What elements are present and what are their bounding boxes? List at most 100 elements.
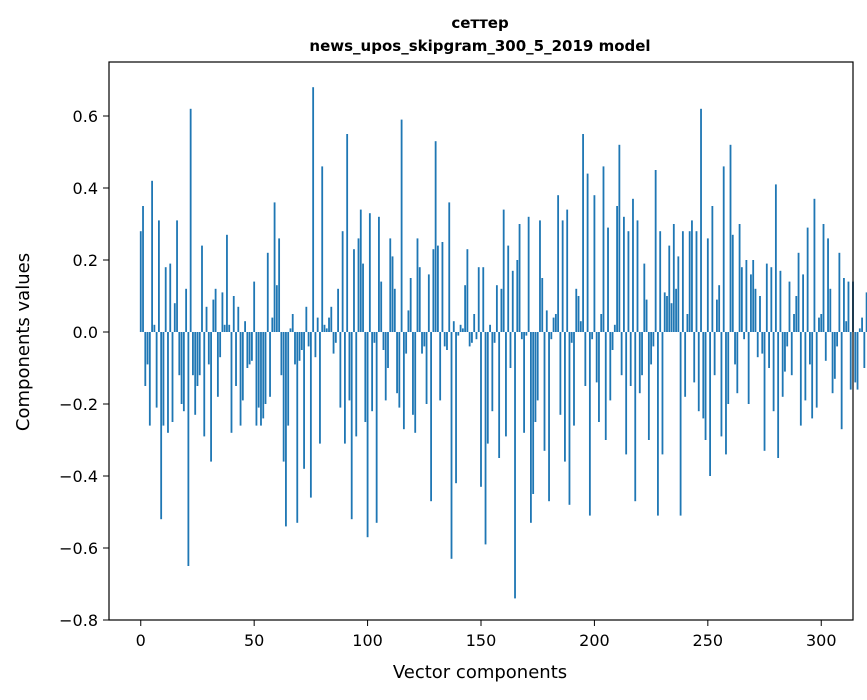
chart-title-line1: сеттер [451,14,509,32]
bar-143 [464,285,467,332]
bar-15 [173,303,176,332]
bar-71 [300,332,303,350]
bar-205 [604,332,607,440]
bar-247 [700,108,702,332]
bar-23 [192,332,194,376]
bar-242 [688,231,691,332]
bar-110 [389,238,392,332]
bar-120 [412,332,414,415]
bar-58 [271,317,274,332]
bar-31 [210,332,212,462]
bar-254 [716,299,718,332]
bar-198 [588,332,591,516]
bar-223 [645,299,648,332]
bar-292 [802,274,804,332]
bar-226 [652,332,655,347]
bar-25 [196,332,199,386]
bar-154 [489,324,491,332]
bar-149 [477,267,480,332]
bar-102 [371,332,374,412]
bar-59 [273,202,276,332]
bar-266 [743,332,746,340]
bar-232 [666,296,668,332]
y-tick-label: −0.8 [59,611,98,630]
bar-126 [425,332,428,404]
bar-214 [625,332,628,455]
bar-51 [255,332,258,426]
bar-116 [402,332,405,430]
bar-203 [600,314,603,332]
bar-119 [409,278,412,332]
bar-146 [471,332,473,343]
bar-38 [226,234,228,332]
bar-184 [557,195,560,332]
bar-243 [691,220,693,332]
bar-81 [323,324,326,332]
bar-145 [468,332,471,347]
bar-4 [148,332,151,426]
bar-160 [502,209,505,332]
bar-44 [239,332,242,426]
bar-167 [518,224,521,332]
bar-294 [806,227,809,332]
x-tick-label: 250 [693,631,724,650]
bar-319 [863,332,866,368]
bar-194 [579,321,582,332]
bar-166 [516,260,519,332]
bar-187 [564,332,566,462]
bar-55 [264,332,267,404]
bar-125 [423,332,426,347]
bar-227 [654,170,657,332]
bar-140 [457,332,460,336]
bar-150 [480,332,482,487]
bar-105 [378,216,380,332]
bar-79 [319,332,321,444]
bar-317 [858,328,861,332]
bar-246 [697,332,700,412]
bar-96 [357,238,360,332]
bar-111 [391,256,394,332]
bar-138 [452,321,455,332]
bar-152 [484,332,487,545]
bar-67 [291,314,294,332]
bar-275 [763,332,766,451]
bar-19 [182,332,185,412]
bar-107 [382,332,385,350]
bar-310 [843,278,845,332]
bar-195 [582,134,584,332]
bar-118 [407,310,410,332]
bar-2 [144,332,147,386]
bar-151 [482,267,485,332]
bar-233 [668,245,671,332]
bar-271 [754,288,757,332]
bar-192 [575,288,578,332]
x-tick-label: 150 [466,631,497,650]
bar-158 [498,332,501,458]
bar-309 [840,332,843,430]
bar-0 [139,231,142,332]
bar-137 [450,332,453,559]
bar-285 [786,332,789,347]
bar-193 [577,296,580,332]
bar-231 [663,292,666,332]
bar-17 [178,332,181,376]
bar-93 [350,332,353,520]
bars-group [139,87,867,599]
bar-70 [298,332,301,361]
bar-170 [525,332,528,336]
y-tick-label: 0.4 [73,179,98,198]
bar-88 [339,332,342,408]
bar-241 [686,314,689,332]
bar-49 [251,332,253,361]
bar-43 [237,306,240,332]
bar-40 [230,332,233,433]
bar-264 [738,224,741,332]
bar-220 [638,332,641,394]
y-tick-label: 0.0 [73,323,98,342]
bar-157 [495,285,498,332]
x-tick-label: 200 [579,631,610,650]
chart-title-line2: news_upos_skipgram_300_5_2019 model [309,37,650,55]
bar-199 [591,332,594,340]
bar-153 [486,332,489,444]
bar-311 [845,321,848,332]
